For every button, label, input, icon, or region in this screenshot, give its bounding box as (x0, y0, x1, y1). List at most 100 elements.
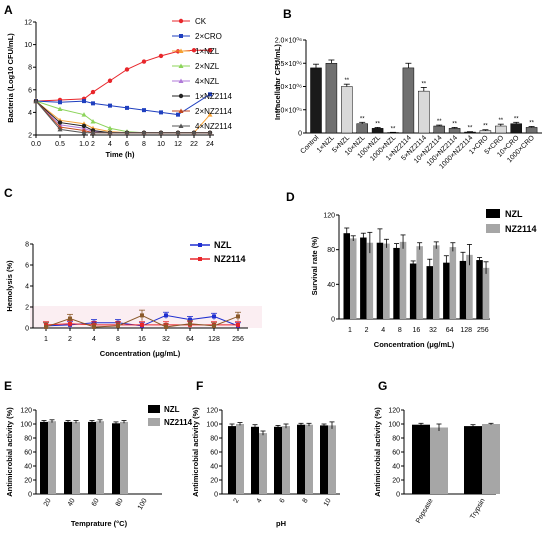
legend-entry: 2×CRO (195, 32, 222, 41)
data-point (188, 321, 192, 326)
data-point (164, 313, 168, 318)
y-axis-title: Antimicrobial activity (%) (191, 407, 200, 497)
y-tick-label: 20 (210, 478, 218, 485)
significance-mark: ** (498, 118, 503, 124)
data-point (141, 130, 147, 135)
bar (426, 266, 433, 319)
bar (259, 433, 267, 494)
y-tick-label: 0 (25, 326, 29, 333)
significance-mark: ** (514, 116, 519, 122)
panel-label: A (4, 3, 13, 17)
legend-entry: 4×NZL (195, 77, 220, 86)
data-point (212, 314, 216, 319)
data-point (91, 101, 95, 106)
data-point (175, 130, 181, 135)
x-axis-title: Time (h) (105, 150, 135, 159)
bar (443, 262, 450, 319)
x-tick-label: 32 (429, 327, 437, 334)
data-point (207, 112, 213, 117)
bar (371, 128, 384, 134)
y-tick-label: 4 (28, 110, 32, 117)
x-tick-label: 22 (190, 141, 198, 148)
series-line (35, 100, 211, 134)
x-tick-label: 32 (162, 336, 170, 343)
legend-swatch (148, 418, 160, 426)
y-tick-label: 20 (24, 478, 32, 485)
data-point (107, 125, 113, 131)
data-point (140, 322, 144, 327)
x-tick-label: Pepsase (415, 497, 435, 524)
data-point (159, 110, 163, 115)
legend-entry: NZL (505, 209, 523, 219)
panel-label: G (378, 379, 387, 393)
x-tick-label: 40 (67, 497, 77, 507)
bar (479, 130, 492, 134)
data-point (207, 130, 213, 135)
bar (495, 125, 507, 134)
data-point (236, 322, 240, 327)
y-tick-label: 2 (28, 133, 32, 140)
series-line (35, 93, 211, 116)
data-point (90, 89, 96, 95)
x-tick-label: 16 (138, 336, 146, 343)
bar (525, 127, 538, 134)
y-tick-label: 5.0×10⁰⁵ (275, 106, 302, 114)
y-tick-label: 2.0×10⁰⁶ (275, 37, 302, 45)
y-tick-label: 60 (392, 450, 400, 457)
x-tick-label: 60 (91, 497, 101, 507)
y-tick-label: 80 (210, 436, 218, 443)
series-line (35, 100, 210, 134)
data-point (188, 317, 192, 322)
y-tick-label: 1.0×10⁰⁶ (275, 83, 302, 91)
x-tick-label: 4 (256, 497, 264, 504)
significance-mark: ** (468, 126, 473, 132)
x-tick-label: 8 (116, 336, 120, 343)
data-point (81, 123, 87, 129)
legend-marker (198, 257, 202, 261)
data-point (108, 103, 112, 108)
data-point (124, 130, 130, 135)
legend-entry: NZL (214, 240, 232, 250)
bar (412, 424, 430, 494)
data-point (236, 314, 240, 319)
bar (297, 424, 305, 494)
legend-marker (178, 63, 184, 68)
y-axis-title: Antimicrobial activity (%) (373, 407, 382, 497)
data-point (141, 59, 147, 64)
y-tick-label: 120 (20, 408, 32, 415)
bar (40, 421, 48, 494)
y-tick-label: 100 (388, 422, 400, 429)
bar (464, 131, 476, 134)
x-tick-label: 100 (137, 497, 149, 511)
data-point (90, 118, 96, 124)
legend-entry: 4×NZ2114 (195, 122, 233, 131)
series-line (35, 100, 210, 134)
legend-entry: CK (195, 17, 207, 26)
legend-entry: 2×NZL (195, 62, 220, 71)
bar (274, 426, 282, 494)
y-axis-title: Intracellular CFU/mL) (273, 44, 282, 120)
x-tick-label: 4 (92, 336, 96, 343)
data-point (57, 126, 63, 132)
legend-swatch (148, 405, 160, 413)
legend-marker (178, 48, 184, 53)
data-point (125, 105, 129, 110)
significance-mark: ** (344, 78, 349, 84)
panel-label: F (196, 379, 203, 393)
x-tick-label: 0.0 (31, 141, 41, 148)
significance-mark: ** (391, 126, 396, 132)
data-point (82, 99, 86, 104)
data-point (68, 321, 72, 326)
y-tick-label: 6 (25, 263, 29, 270)
x-tick-label: Trypsin (469, 497, 486, 520)
bar (416, 246, 423, 319)
x-tick-label: 8 (398, 327, 402, 334)
y-tick-label: 80 (24, 436, 32, 443)
legend-entry: NZ2114 (505, 224, 537, 234)
data-point (140, 313, 144, 318)
bar (383, 243, 390, 319)
data-point (81, 112, 87, 117)
y-tick-label: 12 (24, 20, 32, 27)
x-axis-title: Concentration (μg/mL) (374, 340, 455, 349)
bar (320, 425, 328, 494)
